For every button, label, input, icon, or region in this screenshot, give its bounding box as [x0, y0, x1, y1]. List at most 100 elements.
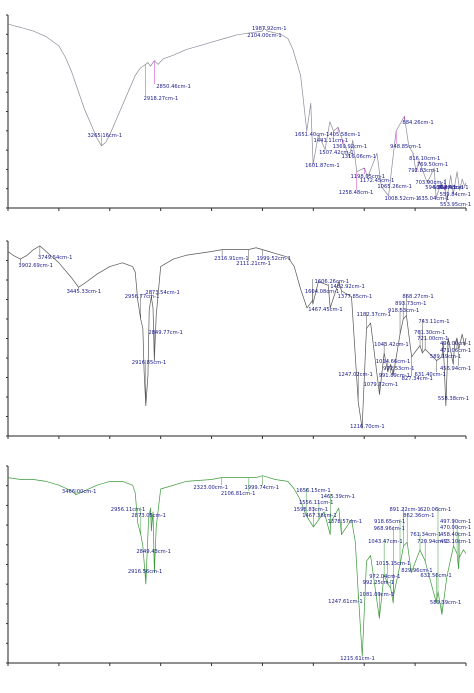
peak-label: 1606.26cm-1 — [315, 279, 350, 285]
peak-label: 2849.43cm-1 — [136, 549, 171, 555]
peak-label: 948.85cm-1 — [390, 144, 421, 150]
peak-label: 829.96cm-1 — [401, 568, 432, 574]
peak-label: 720.94cm-1 — [417, 539, 448, 545]
peak-label: 631.40cm-1 — [415, 372, 446, 378]
peak-label: 497.90cm-1 — [440, 519, 471, 525]
peak-label: 1405.58cm-1 — [326, 132, 361, 138]
peak-label: 1651.40cm-1 — [295, 132, 330, 138]
peak-label: 3749.54cm-1 — [38, 255, 73, 261]
peak-label: 761.34cm-1 — [410, 532, 441, 538]
peak-label: 620.06cm-1 — [420, 507, 451, 513]
peak-label: 458.40cm-1 — [440, 532, 471, 538]
peak-label: 2106.81cm-1 — [221, 491, 256, 497]
spectrum-line — [7, 475, 467, 657]
peak-label: 1258.48cm-1 — [339, 190, 374, 196]
peak-label: 968.96cm-1 — [374, 526, 405, 532]
peak-label: 3445.33cm-1 — [67, 289, 102, 295]
peak-label: 3265.16cm-1 — [87, 133, 122, 139]
peak-label: 893.73cm-1 — [395, 301, 426, 307]
peak-label: 2850.46cm-1 — [156, 84, 191, 90]
peak-label: 2918.27cm-1 — [144, 96, 179, 102]
peak-label: 703.90cm-1 — [415, 180, 446, 186]
peak-label: 2873.54cm-1 — [145, 290, 180, 296]
peak-label: 862.36cm-1 — [403, 513, 434, 519]
peak-label: 1043.42cm-1 — [374, 342, 409, 348]
peak-label: 589.39cm-1 — [430, 600, 461, 606]
peak-label: 566.47cm-1 — [433, 185, 464, 191]
peak-label: 558.38cm-1 — [438, 396, 469, 402]
peak-label: 2111.21cm-1 — [236, 261, 271, 267]
peak-label: 1999.74cm-1 — [244, 485, 279, 491]
spectrum-panel-middle: 3902.69cm-1 3749.54cm-1 3445.33cm-1 2956.77… — [6, 240, 471, 439]
spectrum-line — [7, 245, 467, 429]
peak-label: 2873.05cm-1 — [131, 513, 166, 519]
peak-label: 2316.91cm-1 — [214, 256, 249, 262]
peak-label: 1065.26cm-1 — [377, 184, 412, 190]
peak-label: 761.30cm-1 — [414, 330, 445, 336]
peak-label: 891.22cm-1 — [390, 507, 421, 513]
peak-label: 559.84cm-1 — [440, 192, 471, 198]
peak-label: 1369.92cm-1 — [333, 144, 368, 150]
peak-label: 868.27cm-1 — [402, 294, 433, 300]
peak-label: 1079.72cm-1 — [364, 382, 399, 388]
peak-label: 1247.02cm-1 — [338, 372, 373, 378]
peak-label: 1182.37cm-1 — [356, 312, 391, 318]
peak-label: 453.10cm-1 — [440, 539, 471, 545]
peak-label: 1656.15cm-1 — [296, 488, 331, 494]
peak-label: 1441.11cm-1 — [314, 138, 349, 144]
peak-label: 553.95cm-1 — [440, 202, 471, 208]
peak-label: 589.19cm-1 — [430, 354, 461, 360]
peak-label: 1015.15cm-1 — [376, 561, 411, 567]
peak-label: 1377.85cm-1 — [338, 294, 373, 300]
peak-label: 1172.45cm-1 — [360, 178, 395, 184]
peak-label: 1378.57cm-1 — [328, 519, 363, 525]
peak-label: 884.26cm-1 — [402, 120, 433, 126]
peak-label: 2104.00cm-1 — [247, 33, 282, 39]
peak-label: 792.83cm-1 — [408, 168, 439, 174]
peak-label: 827.34cm-1 — [402, 376, 433, 382]
peak-label: 2849.77cm-1 — [148, 330, 183, 336]
peak-label: 1507.42cm-1 — [319, 150, 354, 156]
peak-label: 635.04cm-1 — [418, 196, 449, 202]
peak-label: 3466.00cm-1 — [62, 489, 97, 495]
peak-label: 1247.61cm-1 — [328, 599, 363, 605]
peak-label: 1987.92cm-1 — [252, 26, 287, 32]
spectrum-panel-top: 3265.16cm-1 2918.27cm-1 2850.46cm-1 2104.00… — [6, 14, 471, 211]
peak-label: 1482.92cm-1 — [330, 284, 365, 290]
peak-label: 918.65cm-1 — [374, 519, 405, 525]
peak-label: 1198.05cm-1 — [350, 174, 385, 180]
peak-label: 1999.52cm-1 — [257, 256, 292, 262]
peak-label: 972.04cm-1 — [369, 574, 400, 580]
peak-label: 562.43cm-1 — [437, 185, 468, 191]
peak-label: 1008.52cm-1 — [385, 196, 420, 202]
spectrum-line — [7, 23, 467, 202]
peak-label: 769.50cm-1 — [417, 162, 448, 168]
peak-label: 471.06cm-1 — [440, 348, 471, 354]
peak-label: 594.20cm-1 — [425, 185, 456, 191]
peak-label: 721.00cm-1 — [417, 336, 448, 342]
peak-label: 2916.85cm-1 — [132, 360, 167, 366]
peak-label: 992.25cm-1 — [363, 580, 394, 586]
peak-label: 3902.69cm-1 — [18, 263, 53, 269]
peak-label: 2956.77cm-1 — [125, 294, 160, 300]
peak-label: 1467.38cm-1 — [302, 513, 337, 519]
peak-label: 456.94cm-1 — [440, 366, 471, 372]
peak-label: 2956.11cm-1 — [111, 507, 146, 513]
peak-label: 490.00cm-1 — [440, 341, 471, 347]
peak-label: 1604.08cm-1 — [305, 289, 340, 295]
peak-label: 632.56cm-1 — [420, 573, 451, 579]
peak-label: 2916.56cm-1 — [128, 569, 163, 575]
peak-label: 2323.00cm-1 — [193, 485, 228, 491]
peak-label: 918.53cm-1 — [388, 308, 419, 314]
peak-label: 1467.45cm-1 — [308, 307, 343, 313]
peak-label: 470.00cm-1 — [440, 525, 471, 531]
peak-label: 743.11cm-1 — [418, 319, 449, 325]
peak-label: 1556.11cm-1 — [299, 500, 334, 506]
peak-label: 991.89cm-1 — [379, 373, 410, 379]
peak-label: 1043.47cm-1 — [368, 539, 403, 545]
peak-label: 1601.87cm-1 — [305, 163, 340, 169]
peak-label: 972.53cm-1 — [383, 366, 414, 372]
peak-label: 1014.66cm-1 — [376, 359, 411, 365]
